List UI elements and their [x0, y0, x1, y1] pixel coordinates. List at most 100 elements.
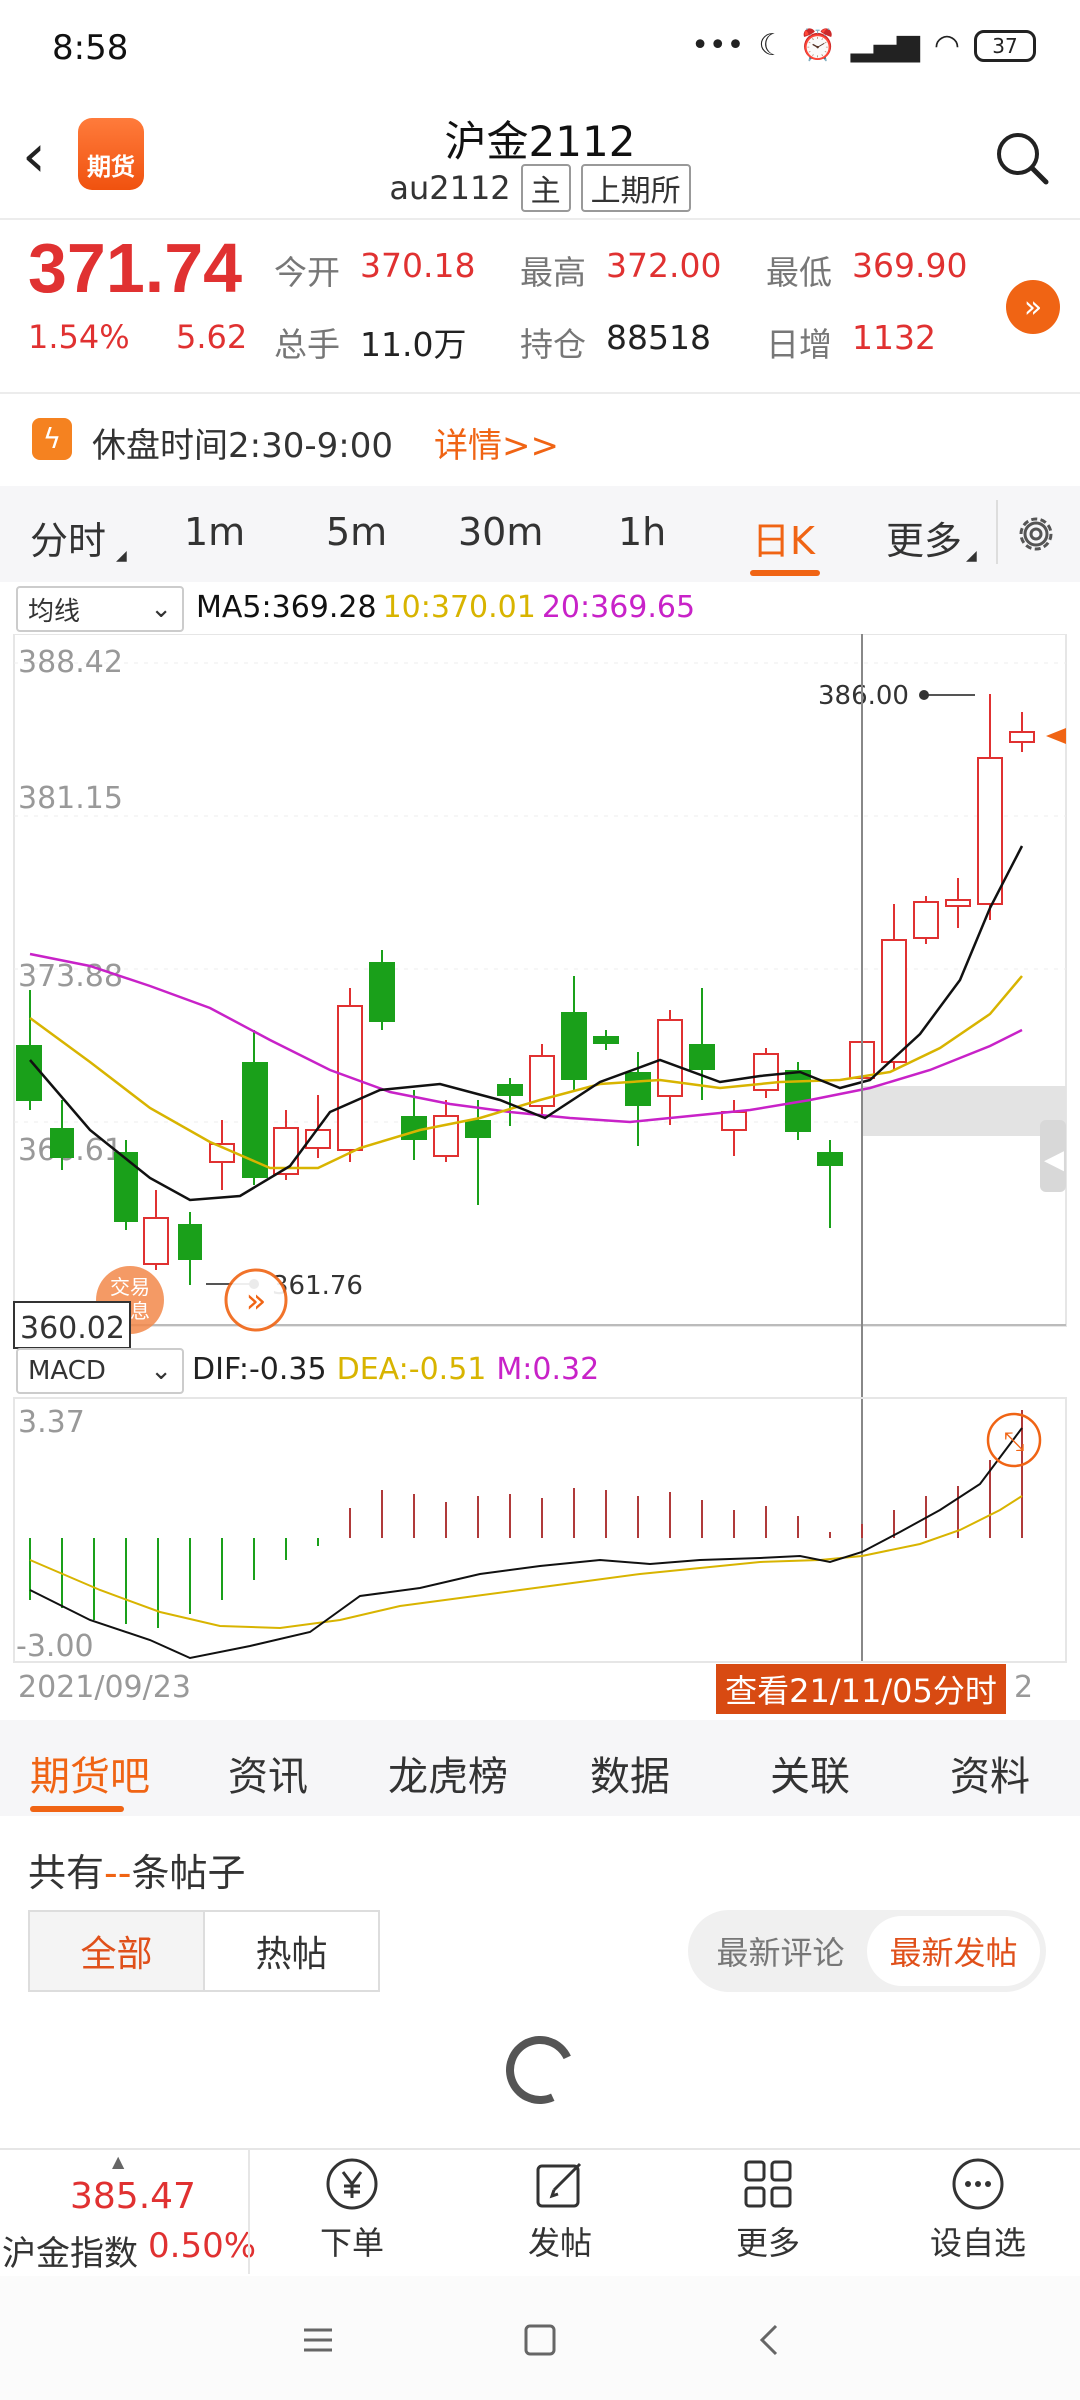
ma5-value: MA5:369.28 [196, 590, 377, 625]
status-time: 8:58 [52, 28, 129, 68]
candle [178, 1224, 202, 1260]
high-marker-label: 386.00 [818, 681, 909, 711]
candle [401, 1116, 427, 1140]
tab-intraday[interactable]: 分时 [30, 519, 107, 563]
sub-indicator-label: MACD [28, 1356, 106, 1386]
index-change: 0.50% [148, 2226, 257, 2266]
open-label: 今开 [274, 253, 340, 292]
ma-values: MA5:369.28 10:370.01 20:369.65 [196, 590, 695, 625]
gear-icon[interactable] [1014, 512, 1058, 556]
ma5-line [29, 845, 1024, 1202]
tab-profile[interactable]: 资料 [950, 1754, 1030, 1800]
tab-5m[interactable]: 5m [326, 510, 388, 554]
search-icon[interactable] [994, 130, 1050, 186]
post-count-value: -- [104, 1851, 132, 1895]
back-button[interactable]: ‹ [22, 121, 46, 191]
high-value: 372.00 [606, 246, 722, 285]
more-button[interactable]: 更多 [698, 2156, 838, 2264]
sort-latest-comment-button[interactable]: 最新评论 [716, 1934, 845, 1972]
kchart-frame [13, 634, 1067, 1327]
tab-1h[interactable]: 1h [618, 510, 667, 554]
k-line-chart[interactable]: 388.42 381.15 373.88 366.61 ◀ [0, 634, 1080, 1720]
dropdown-corner-icon: ◢ [966, 548, 977, 564]
tab-30m[interactable]: 30m [458, 510, 544, 554]
candle [497, 1084, 523, 1096]
side-handle[interactable] [1040, 1120, 1066, 1192]
active-tab-indicator [30, 1806, 124, 1812]
moon-icon: ☾ [758, 28, 786, 63]
edit-icon [536, 2162, 582, 2208]
expand-circle-button[interactable] [224, 1268, 288, 1332]
lightning-icon: ϟ [32, 418, 72, 460]
candle [114, 1152, 138, 1222]
candle [1009, 731, 1035, 743]
notice-text: 休盘时间2:30-9:00 [92, 426, 393, 466]
tab-data[interactable]: 数据 [590, 1754, 670, 1800]
period-tabs [0, 486, 1080, 582]
index-value[interactable]: 385.47 [70, 2176, 196, 2217]
contract-subtitle: au2112 主 上期所 [0, 164, 1080, 212]
grid-icon [744, 2160, 792, 2208]
candle [817, 1152, 843, 1166]
tab-ranking[interactable]: 龙虎榜 [388, 1754, 508, 1800]
contract-code: au2112 [389, 169, 511, 207]
tab-1m[interactable]: 1m [184, 510, 246, 554]
signal-icon: ▂▄▆ [850, 28, 920, 63]
more-label: 更多 [735, 2224, 800, 2262]
open-value: 370.18 [360, 246, 476, 285]
volume-value: 11.0万 [360, 325, 467, 364]
post-sort: 最新评论 最新发帖 [688, 1910, 1046, 1992]
chart-end-label: 2 [1014, 1670, 1034, 1705]
crosshair-price-band [862, 1086, 1066, 1136]
candle [273, 1127, 299, 1175]
candle [369, 962, 395, 1022]
post-label: 发帖 [527, 2224, 592, 2262]
order-button[interactable]: 下单 [282, 2156, 422, 2264]
ma10-value: 10:370.01 [382, 590, 536, 625]
crosshair-price-box [13, 1301, 131, 1349]
add-watchlist-button[interactable]: 设自选 [908, 2156, 1048, 2264]
y-axis-label: 381.15 [18, 781, 123, 816]
post-filter: 全部 热帖 [28, 1910, 380, 1992]
home-icon[interactable] [510, 2310, 570, 2370]
tab-daily-k[interactable]: 日K [752, 519, 815, 563]
last-price-arrow-icon [1046, 728, 1066, 744]
menu-icon[interactable] [288, 2310, 348, 2370]
index-name[interactable]: 沪金指数 [2, 2234, 138, 2274]
dea-value: DEA:-0.51 [336, 1352, 487, 1387]
dropdown-corner-icon: ◢ [116, 548, 127, 564]
filter-all-button[interactable]: 全部 [30, 1912, 205, 1990]
post-count-prefix: 共有 [28, 1851, 105, 1895]
indicator-select[interactable]: 均线 ⌄ [16, 586, 184, 632]
more-dots-icon [952, 2158, 1004, 2210]
open-interest-label: 持仓 [520, 325, 586, 364]
y-axis-label: 388.42 [18, 645, 123, 680]
macd-values: DIF:-0.35 DEA:-0.51 M:0.32 [192, 1352, 599, 1387]
tab-related[interactable]: 关联 [770, 1754, 850, 1800]
sub-indicator-select[interactable]: MACD ⌄ [16, 1348, 184, 1394]
back-nav-icon[interactable] [740, 2310, 800, 2370]
expand-quote-button[interactable]: » [1006, 280, 1060, 334]
chevron-down-icon: ⌄ [150, 594, 172, 624]
fullscreen-button[interactable] [986, 1412, 1042, 1468]
tab-futures-forum[interactable]: 期货吧 [30, 1754, 150, 1800]
tab-more[interactable]: 更多 [886, 519, 963, 563]
dif-line [29, 1427, 1023, 1660]
notice-details-link[interactable]: 详情>> [434, 426, 559, 466]
tab-news[interactable]: 资讯 [228, 1754, 308, 1800]
macd-frame [13, 1397, 1067, 1663]
ma10-line [29, 975, 1023, 1170]
wifi-icon: ◠ [933, 28, 960, 63]
daily-increase-value: 1132 [852, 318, 936, 357]
system-nav-bar [0, 2276, 1080, 2400]
post-button[interactable]: 发帖 [490, 2156, 630, 2264]
sort-latest-post-button[interactable]: 最新发帖 [867, 1916, 1040, 1986]
open-interest-value: 88518 [606, 318, 711, 357]
view-intraday-button[interactable]: 查看21/11/05分时 [716, 1664, 1006, 1714]
candle [977, 757, 1003, 905]
filter-hot-button[interactable]: 热帖 [255, 1934, 328, 1975]
yen-circle-icon [326, 2158, 378, 2210]
post-count-suffix: 条帖子 [131, 1851, 246, 1895]
chevron-down-icon: ⌄ [150, 1356, 172, 1386]
low-value: 369.90 [852, 246, 968, 285]
